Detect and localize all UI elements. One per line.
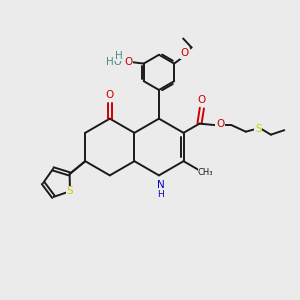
Text: O: O bbox=[198, 95, 206, 105]
Text: O: O bbox=[106, 90, 114, 100]
Text: O: O bbox=[106, 92, 114, 101]
Text: N: N bbox=[157, 180, 164, 190]
Text: S: S bbox=[67, 186, 73, 196]
Text: HO: HO bbox=[106, 57, 122, 67]
Text: H: H bbox=[157, 190, 164, 199]
Text: S: S bbox=[255, 124, 262, 134]
Text: CH₃: CH₃ bbox=[198, 168, 214, 177]
Text: O: O bbox=[124, 57, 132, 67]
Text: O: O bbox=[216, 118, 224, 129]
Text: O: O bbox=[181, 48, 189, 59]
Text: H: H bbox=[115, 50, 122, 61]
